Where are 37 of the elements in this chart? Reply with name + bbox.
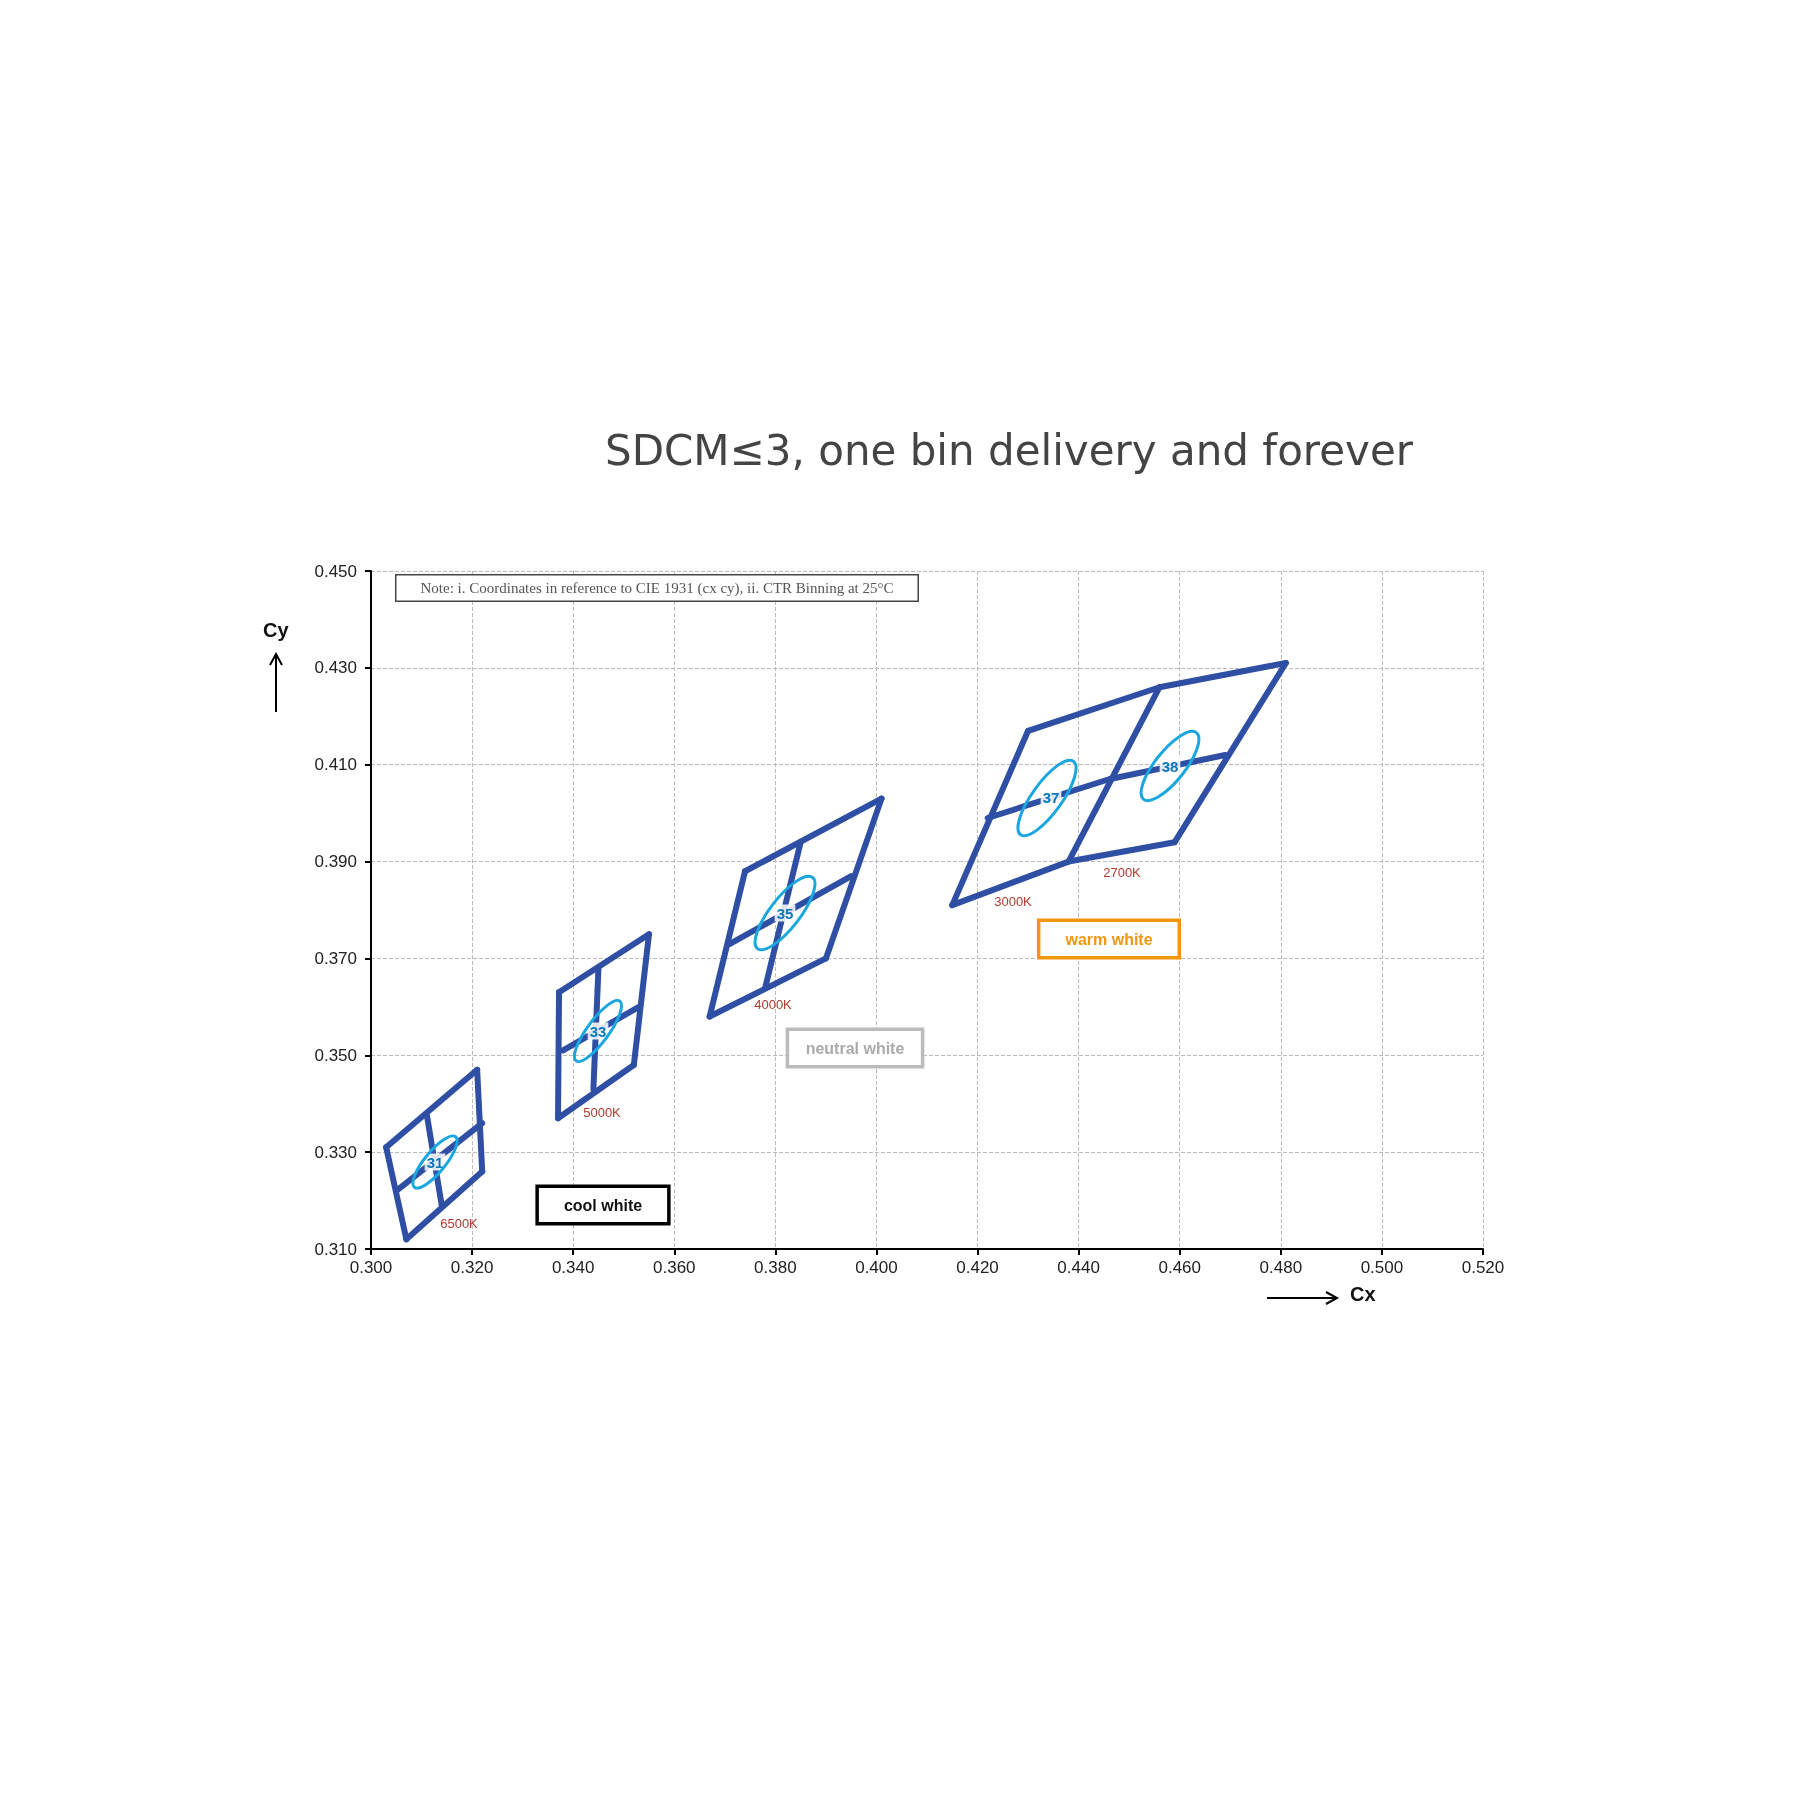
annotation: 3000K xyxy=(994,893,1033,909)
annotation: 4000K xyxy=(754,996,793,1012)
annotation: cool white xyxy=(563,1196,643,1214)
y-tick-label: 0.410 xyxy=(314,755,357,775)
annotation: warm white xyxy=(1064,930,1153,948)
annotation: 38 xyxy=(1161,757,1179,775)
y-tick-label: 0.370 xyxy=(314,948,357,968)
annotation: 31 xyxy=(426,1153,444,1171)
x-tick-label: 0.360 xyxy=(653,1258,696,1277)
x-tick-label: 0.340 xyxy=(551,1258,595,1277)
y-axis-title: Cy xyxy=(263,619,290,641)
x-tick-label: 0.440 xyxy=(1057,1258,1100,1277)
annotation: 35 xyxy=(776,904,794,922)
annotation: Note: i. Coordinates in reference to CIE 1931 (cx cy), ii. CTR Binning at 25°C xyxy=(420,580,894,597)
annotation: 33 xyxy=(589,1022,607,1040)
annotation: 5000K xyxy=(583,1104,622,1120)
x-tick-label: 0.300 xyxy=(349,1258,393,1277)
x-tick-label: 0.500 xyxy=(1360,1258,1404,1277)
y-tick-label: 0.310 xyxy=(314,1239,357,1259)
x-tick-label: 0.320 xyxy=(450,1258,494,1277)
y-tick-label: 0.330 xyxy=(314,1142,357,1162)
x-tick-label: 0.480 xyxy=(1259,1258,1303,1277)
x-tick-label: 0.460 xyxy=(1158,1258,1201,1277)
x-tick-label: 0.380 xyxy=(754,1258,797,1277)
chart-title: SDCM≤3, one bin delivery and forever xyxy=(605,425,1414,475)
x-axis-title: Cx xyxy=(1350,1283,1376,1305)
y-tick-label: 0.450 xyxy=(314,561,357,581)
annotation: 6500K xyxy=(440,1215,479,1231)
y-tick-label: 0.430 xyxy=(314,658,357,678)
annotation: 37 xyxy=(1042,788,1060,806)
annotation: neutral white xyxy=(805,1039,905,1057)
annotation: 2700K xyxy=(1103,864,1142,880)
y-tick-label: 0.390 xyxy=(314,852,357,872)
x-tick-label: 0.520 xyxy=(1461,1258,1505,1277)
x-tick-label: 0.420 xyxy=(956,1258,999,1277)
y-tick-label: 0.350 xyxy=(314,1045,357,1065)
x-tick-label: 0.400 xyxy=(855,1258,898,1277)
